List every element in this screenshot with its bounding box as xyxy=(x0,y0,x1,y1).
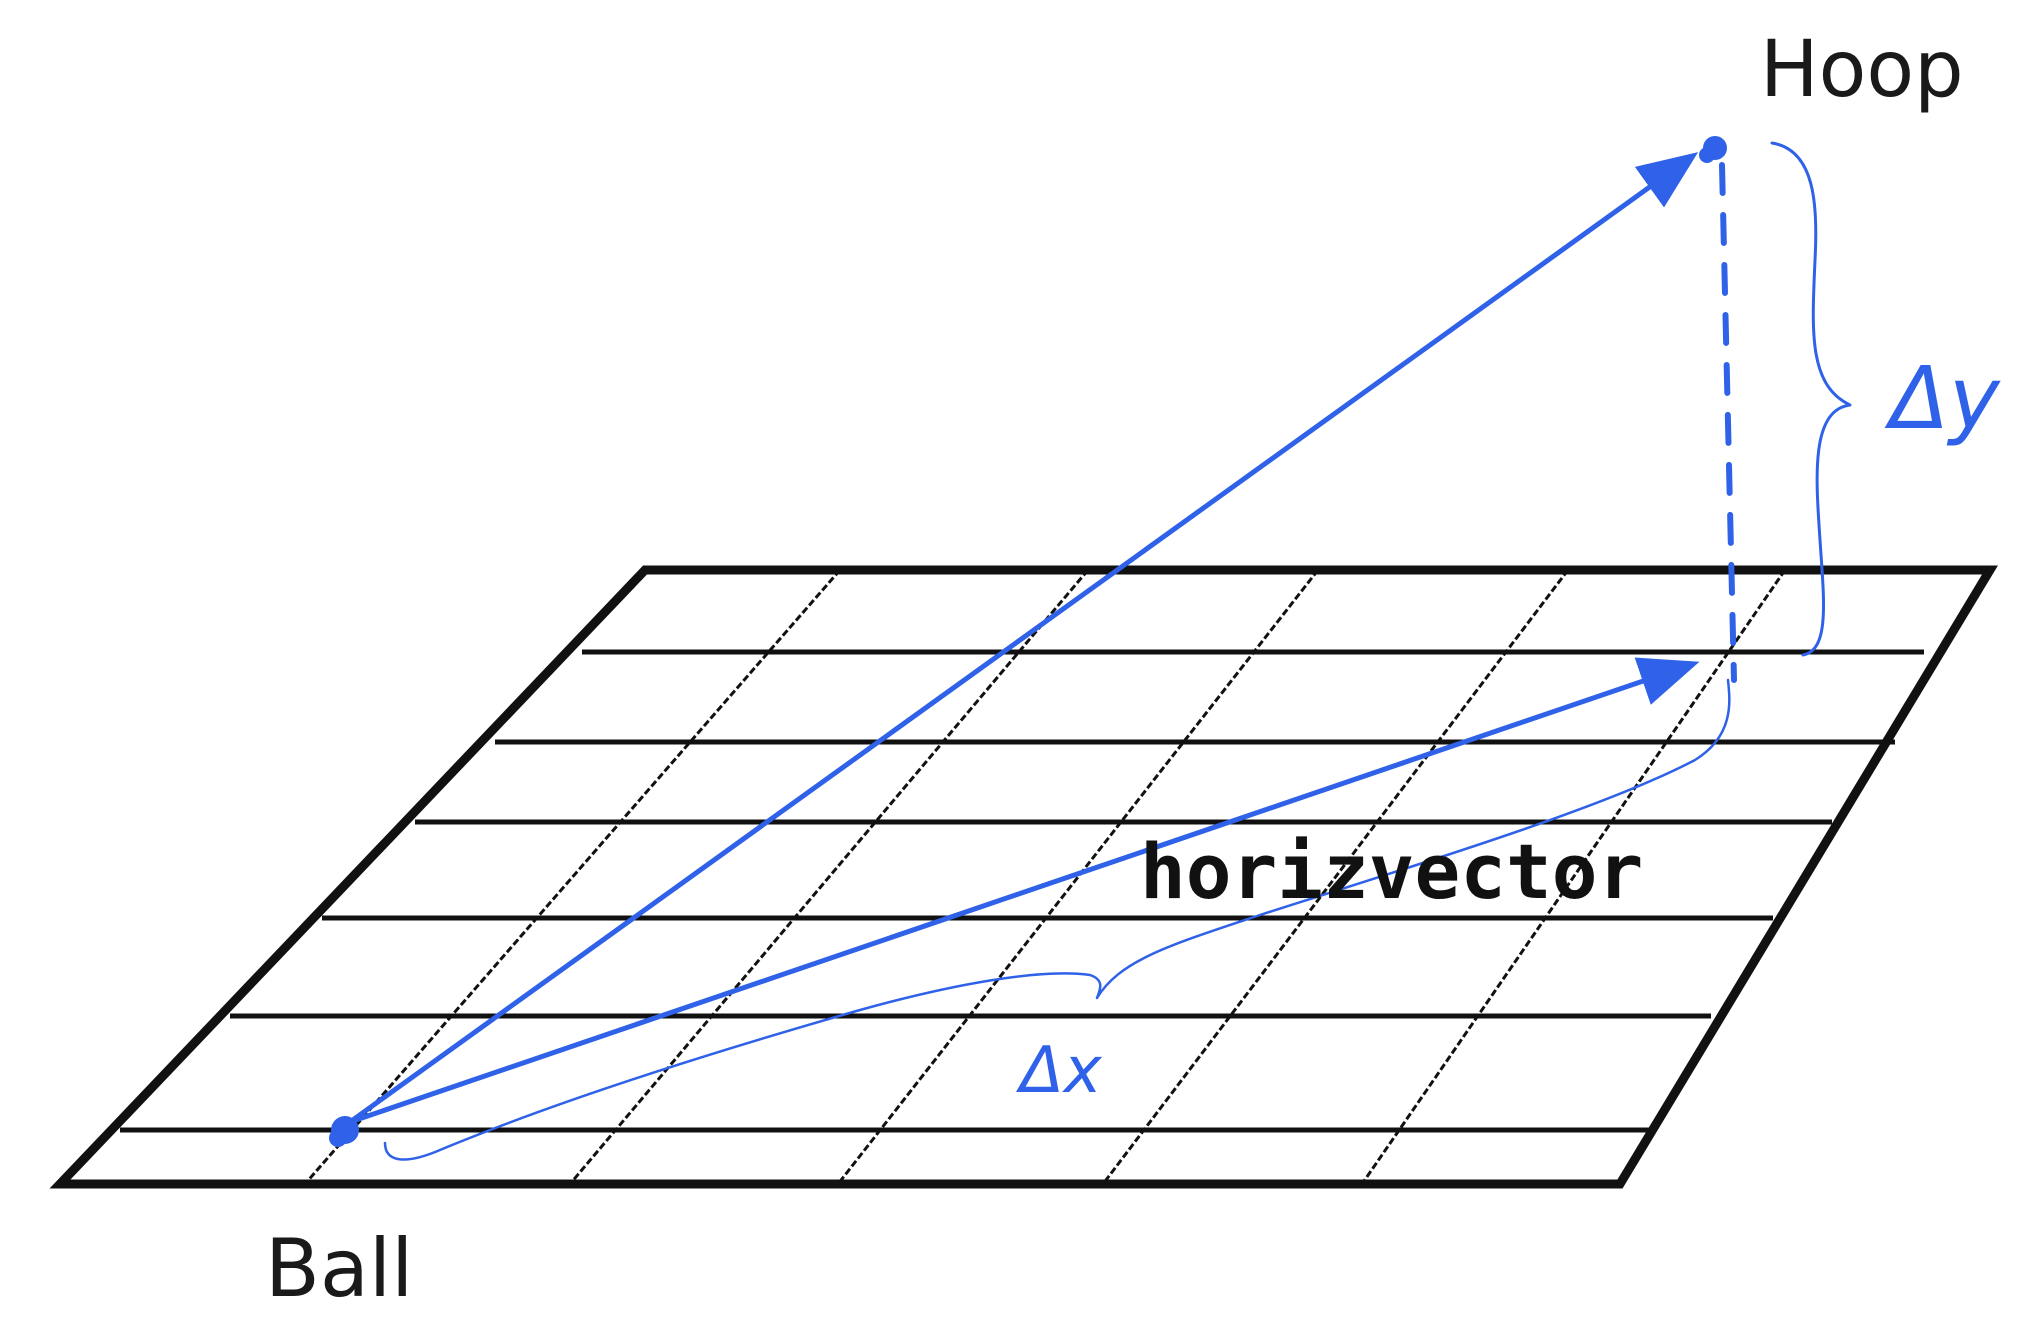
vertical-drop-line xyxy=(1719,162,1737,683)
horizontal-vector xyxy=(347,657,1700,1125)
hoop-label: Hoop xyxy=(1760,25,1964,115)
ground-grid xyxy=(49,565,1998,1189)
horizontal-vector-label: horizvector xyxy=(1140,827,1643,916)
ball-label: Ball xyxy=(265,1222,413,1315)
delta-x-label: Δx xyxy=(1015,1034,1103,1108)
delta-y-brace xyxy=(1770,141,1852,657)
delta-x-brace xyxy=(383,678,1731,1161)
delta-y-label: Δy xyxy=(1884,349,2001,449)
hoop-point xyxy=(1699,136,1727,163)
grid-slanted-lines xyxy=(303,569,1787,1185)
ball-to-hoop-vector xyxy=(347,152,1699,1125)
grid-border xyxy=(49,565,1998,1189)
